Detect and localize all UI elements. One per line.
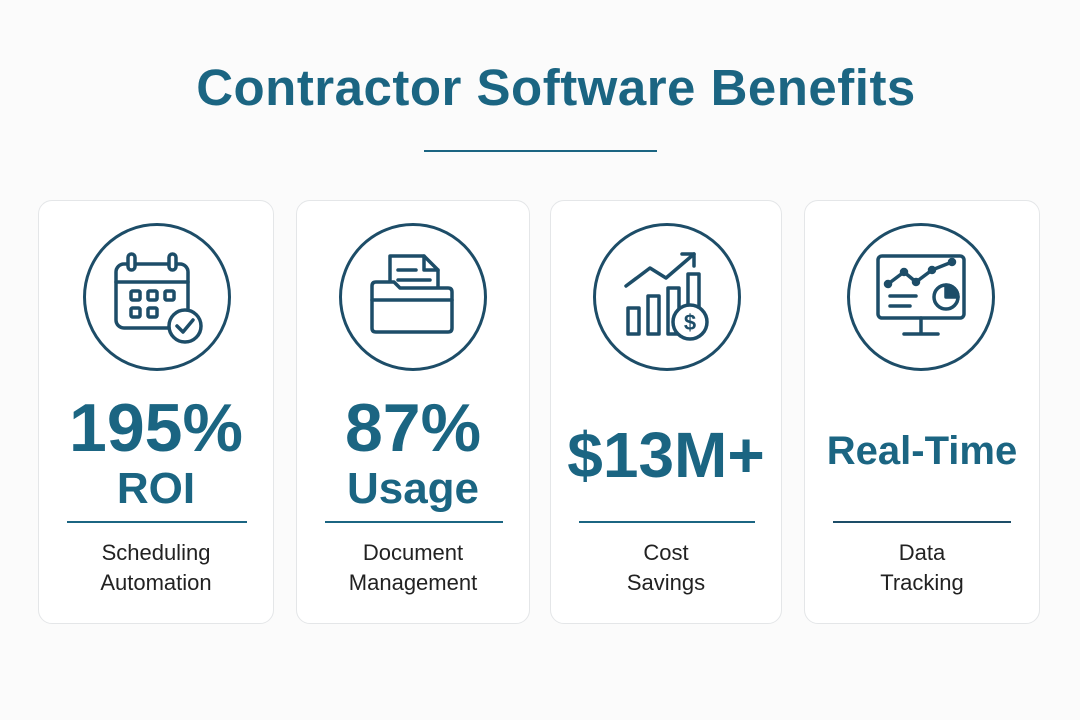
title-divider bbox=[424, 150, 657, 152]
description-line-2: Savings bbox=[626, 570, 706, 595]
stat-value: $13M+ bbox=[567, 419, 765, 491]
growth-chart-dollar-icon: $ bbox=[593, 223, 741, 371]
stat-value: 195% bbox=[69, 390, 243, 466]
description-line-1: Data bbox=[898, 540, 946, 565]
description-line-1: Scheduling bbox=[101, 540, 211, 565]
page-title: Contractor Software Benefits bbox=[196, 59, 916, 116]
stat-value: Real-Time bbox=[826, 429, 1018, 473]
monitor-analytics-icon bbox=[847, 223, 995, 371]
description-line-2: Management bbox=[348, 570, 478, 595]
card-description: Scheduling Automation bbox=[39, 538, 273, 598]
benefit-card-scheduling: 195% ROI Scheduling Automation bbox=[38, 200, 274, 624]
card-divider bbox=[67, 521, 247, 523]
card-description: Cost Savings bbox=[551, 538, 781, 598]
svg-text:$: $ bbox=[684, 310, 696, 335]
stat-label: Usage bbox=[346, 464, 480, 513]
document-folder-icon bbox=[339, 223, 487, 371]
stat-label: ROI bbox=[116, 464, 196, 513]
card-divider bbox=[325, 521, 503, 523]
benefit-card-documents: 87% Usage Document Management bbox=[296, 200, 530, 624]
benefit-card-savings: $ $13M+ Cost Savings bbox=[550, 200, 782, 624]
calendar-check-icon bbox=[83, 223, 231, 371]
description-line-1: Cost bbox=[643, 540, 689, 565]
card-divider bbox=[579, 521, 755, 523]
description-line-2: Automation bbox=[100, 570, 212, 595]
stat-value: 87% bbox=[344, 390, 482, 466]
card-divider bbox=[833, 521, 1011, 523]
card-description: Document Management bbox=[297, 538, 529, 598]
card-description: Data Tracking bbox=[805, 538, 1039, 598]
description-line-2: Tracking bbox=[880, 570, 964, 595]
benefit-card-tracking: Real-Time Data Tracking bbox=[804, 200, 1040, 624]
description-line-1: Document bbox=[362, 540, 464, 565]
